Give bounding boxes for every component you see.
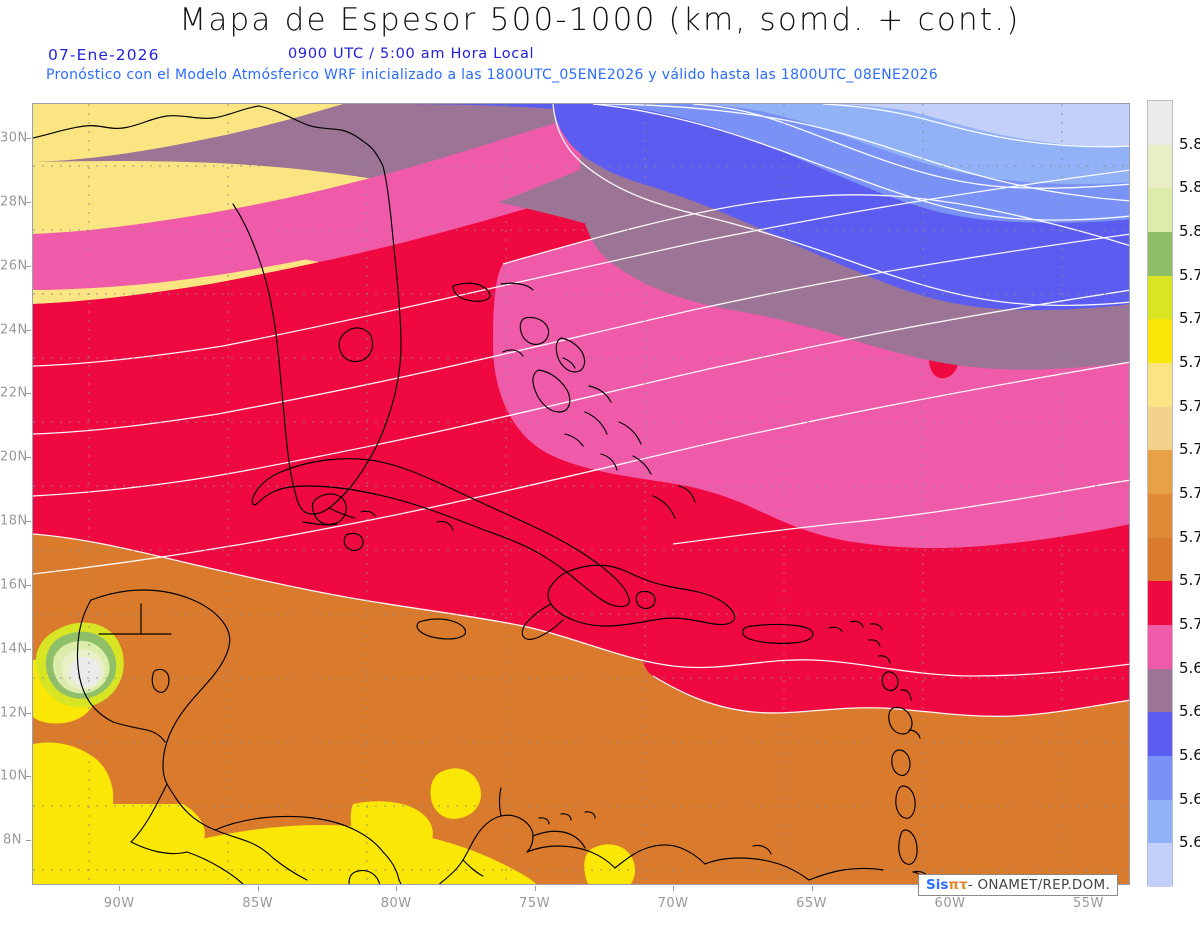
colorbar-tick-label: 5.736 (1179, 484, 1200, 502)
colorbar-swatch (1148, 755, 1172, 800)
y-axis-tick-mark (26, 329, 31, 331)
colorbar-swatch (1148, 624, 1172, 669)
x-axis-tick-mark (673, 886, 675, 891)
y-axis-tick-mark (26, 393, 31, 395)
y-axis-tick-label: 24N (0, 322, 28, 338)
y-axis-tick-mark (26, 648, 31, 650)
y-axis-tick-label: 28N (0, 194, 28, 210)
colorbar-swatch (1148, 231, 1172, 276)
colorbar-swatch (1148, 668, 1172, 713)
x-axis-tick-label: 90W (103, 896, 135, 911)
y-axis-tick-label: 26N (0, 258, 28, 274)
forecast-date: 07-Ene-2026 (48, 46, 160, 64)
y-axis-tick-mark (26, 457, 31, 459)
y-axis-tick-label: 20N (0, 449, 28, 465)
y-axis-tick-mark (26, 138, 31, 140)
x-axis-tick-label: 65W (796, 896, 827, 911)
y-axis-tick-mark (26, 840, 31, 842)
y-axis-tick-label: 8N (3, 832, 22, 848)
y-axis-tick-label: 14N (0, 641, 28, 657)
logo-pi-icon: πτ (948, 877, 968, 893)
x-axis-tick-mark (396, 886, 398, 891)
colorbar-swatch (1148, 712, 1172, 756)
contour-map (33, 104, 1129, 884)
logo-agency-text: - ONAMET/REP.DOM. (967, 877, 1111, 893)
colorbar-swatch (1148, 406, 1172, 451)
colorbar-tick-label: 5.64 (1179, 833, 1200, 852)
y-axis-tick-mark (26, 584, 31, 586)
colorbar-swatch (1148, 362, 1172, 407)
colorbar-tick-label: 5.652 (1179, 789, 1200, 808)
colorbar-tick-label: 5.748 (1179, 440, 1200, 459)
colorbar-swatch (1148, 319, 1172, 363)
colorbar-swatch (1148, 799, 1172, 844)
colorbar-swatch (1148, 581, 1172, 625)
colorbar-tick-label: 5.76 (1179, 396, 1200, 415)
colorbar-swatch (1148, 144, 1172, 189)
colorbar-tick-label: 5.7 (1179, 615, 1200, 633)
colorbar-swatch (1148, 493, 1172, 538)
colorbar-swatch (1148, 275, 1172, 320)
colorbar-tick-label: 5.712 (1179, 571, 1200, 590)
colorbar-swatch (1148, 450, 1172, 494)
y-axis-tick-mark (26, 265, 31, 267)
colorbar-tick-label: 5.688 (1179, 658, 1200, 677)
colorbar-tick-label: 5.795 (1179, 265, 1200, 284)
y-axis-tick-label: 12N (0, 705, 28, 721)
y-axis-tick-label: 30N (0, 130, 28, 146)
y-axis-tick-mark (26, 201, 31, 203)
colorbar[interactable] (1147, 100, 1173, 887)
colorbar-tick-label: 5.831 (1179, 134, 1200, 153)
x-axis-tick-mark (257, 886, 259, 891)
x-axis-tick-mark (119, 886, 121, 891)
forecast-description: Pronóstico con el Modelo Atmósferico WRF… (46, 67, 938, 83)
colorbar-tick-label: 5.772 (1179, 353, 1200, 371)
y-axis-tick-label: 10N (0, 768, 28, 784)
colorbar-swatch (1148, 537, 1172, 582)
colorbar-swatch (1148, 101, 1172, 145)
x-axis-tick-label: 55W (1073, 896, 1104, 911)
logo-sis-text: Sis (926, 877, 949, 893)
colorbar-tick-label: 5.664 (1179, 746, 1200, 764)
x-axis-tick-mark (811, 886, 813, 891)
y-axis-tick-label: 16N (0, 577, 28, 593)
colorbar-tick-label: 5.783 (1179, 309, 1200, 328)
y-axis-tick-mark (26, 712, 31, 714)
x-axis-tick-label: 80W (380, 896, 412, 911)
x-axis-tick-label: 60W (934, 896, 966, 911)
page-title: Mapa de Espesor 500-1000 (km, somd. + co… (179, 2, 1021, 38)
colorbar-tick-label: 5.807 (1179, 222, 1200, 240)
colorbar-tick-label: 5.724 (1179, 527, 1200, 546)
x-axis-tick-mark (534, 886, 536, 891)
y-axis-tick-label: 22N (0, 385, 28, 401)
colorbar-tick-label: 5.676 (1179, 702, 1200, 721)
forecast-time: 0900 UTC / 5:00 am Hora Local (288, 46, 535, 62)
y-axis-tick-label: 18N (0, 513, 28, 529)
colorbar-tick-label: 5.819 (1179, 178, 1200, 197)
map-plot-area[interactable] (32, 103, 1130, 885)
provider-logo: Sisπτ- ONAMET/REP.DOM. (918, 874, 1119, 896)
colorbar-swatch (1148, 843, 1172, 887)
y-axis-tick-mark (26, 776, 31, 778)
x-axis-tick-label: 70W (657, 896, 689, 911)
x-axis-tick-label: 85W (242, 896, 274, 911)
colorbar-swatch (1148, 188, 1172, 232)
x-axis-tick-label: 75W (519, 896, 551, 911)
y-axis-tick-mark (26, 521, 31, 523)
